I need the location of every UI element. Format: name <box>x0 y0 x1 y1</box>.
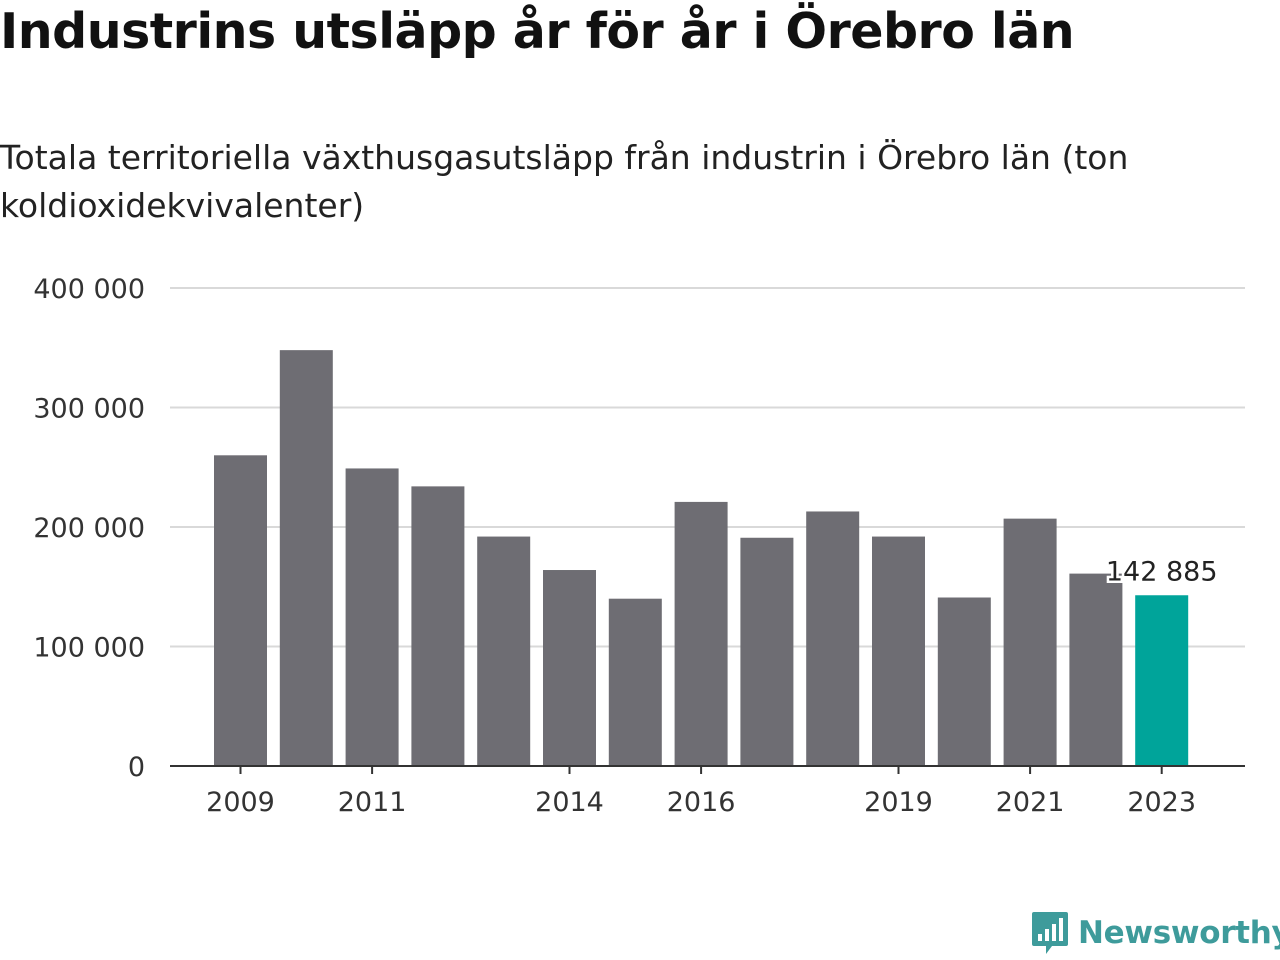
bar-2013 <box>477 536 531 766</box>
chart-subtitle: Totala territoriella växthusgasutsläpp f… <box>0 138 1129 225</box>
bars <box>214 350 1189 766</box>
bar-2022 <box>1069 573 1123 766</box>
data-labels: 142 885 <box>1103 554 1220 590</box>
bar-2018 <box>806 511 860 766</box>
brand-name: Newsworthy <box>1078 915 1280 951</box>
y-tick-label: 100 000 <box>33 633 145 664</box>
x-tick-label: 2011 <box>338 787 407 818</box>
bar-2014 <box>543 570 596 766</box>
x-tick-label: 2014 <box>535 787 604 818</box>
y-tick-label: 0 <box>128 752 145 783</box>
x-tick-label: 2009 <box>206 787 275 818</box>
x-axis-ticks: 2009 2011 2014 2016 2019 2021 2023 <box>206 766 1196 818</box>
y-tick-label: 400 000 <box>33 274 145 305</box>
chart-title: Industrins utsläpp år för år i Örebro lä… <box>0 3 1075 60</box>
bar-2023 <box>1135 595 1189 766</box>
bar-2012 <box>411 486 465 766</box>
bar-2010 <box>279 350 333 766</box>
x-tick-label: 2023 <box>1127 787 1196 818</box>
bar-2020 <box>937 597 991 766</box>
bar-2015 <box>608 598 662 766</box>
bar-2011 <box>345 468 399 766</box>
highlight-data-label: 142 885 <box>1106 556 1218 587</box>
x-tick-label: 2019 <box>864 787 933 818</box>
bar-2021 <box>1003 518 1057 766</box>
y-axis-tick-labels: 0 100 000 200 000 300 000 400 000 <box>33 274 145 783</box>
x-tick-label: 2016 <box>667 787 736 818</box>
brand-logo: Newsworthy <box>1030 908 1280 958</box>
y-tick-label: 300 000 <box>33 394 145 425</box>
bar-2017 <box>740 537 794 766</box>
bar-2019 <box>872 536 925 766</box>
bar-2016 <box>674 501 728 766</box>
bar-2009 <box>214 455 267 766</box>
bar-chart-speech-bubble-icon <box>1032 912 1068 954</box>
x-tick-label: 2021 <box>996 787 1065 818</box>
y-tick-label: 200 000 <box>33 513 145 544</box>
